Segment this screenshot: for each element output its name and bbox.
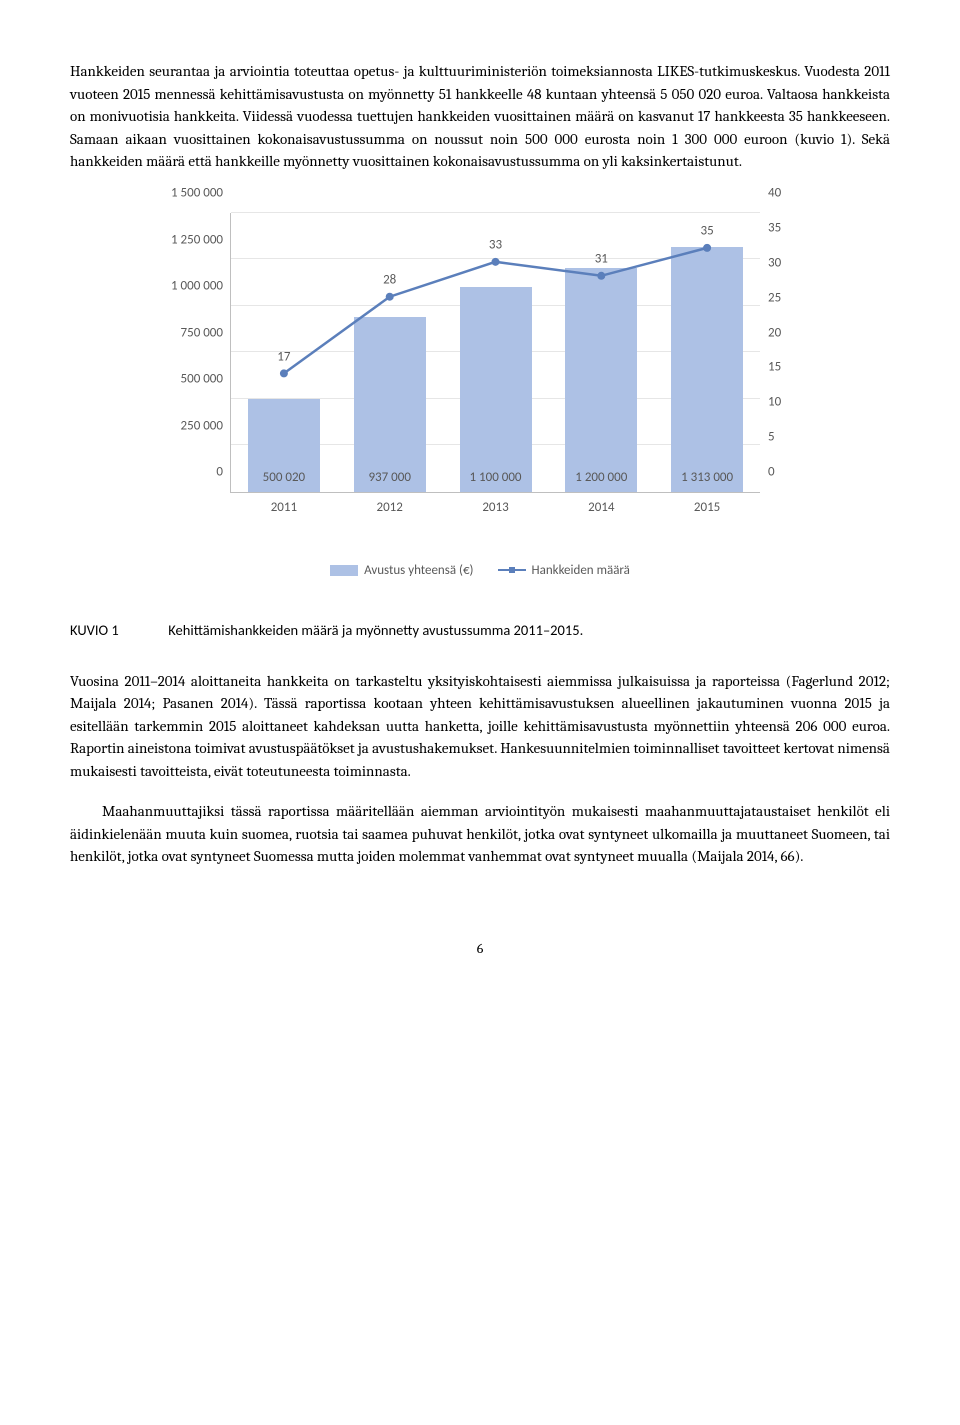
legend-bar-label: Avustus yhteensä (€): [364, 563, 473, 578]
legend-line-label: Hankkeiden määrä: [532, 563, 630, 578]
line-point-label: 31: [595, 250, 608, 270]
caption-text: Kehittämishankkeiden määrä ja myönnetty …: [168, 621, 583, 639]
body-paragraph-2: Vuosina 2011–2014 aloittaneita hankkeita…: [70, 670, 890, 783]
y1-tick-label: 1 250 000: [171, 230, 231, 250]
chart-container: 0 250 000 500 000 750 000 1 000 000 1 250 000…: [160, 203, 800, 581]
y2-tick-label: 25: [760, 288, 781, 308]
y1-tick-label: 1 500 000: [171, 183, 231, 203]
y1-tick-label: 0: [216, 462, 231, 482]
intro-paragraph: Hankkeiden seurantaa ja arviointia toteu…: [70, 60, 890, 173]
line-point-label: 33: [489, 236, 502, 256]
x-tick-label: 2014: [588, 492, 614, 518]
y2-tick-label: 30: [760, 253, 781, 273]
y2-tick-label: 5: [760, 427, 775, 447]
body-paragraph-3: Maahanmuuttajiksi tässä raportissa määri…: [70, 800, 890, 868]
legend-item-line: Hankkeiden määrä: [498, 561, 630, 581]
y2-tick-label: 15: [760, 358, 781, 378]
y2-tick-label: 20: [760, 323, 781, 343]
line-point-label: 35: [701, 222, 714, 242]
line-point-label: 28: [383, 271, 396, 291]
page-number: 6: [70, 938, 890, 959]
y1-tick-label: 750 000: [181, 323, 231, 343]
y2-tick-label: 10: [760, 393, 781, 413]
combo-chart: 0 250 000 500 000 750 000 1 000 000 1 250 000…: [160, 203, 800, 523]
x-tick-label: 2011: [271, 492, 297, 518]
y1-tick-label: 250 000: [181, 416, 231, 436]
y2-tick-label: 35: [760, 218, 781, 238]
y2-tick-label: 40: [760, 183, 781, 203]
line-point-label: 17: [277, 348, 290, 368]
y1-tick-label: 1 000 000: [171, 276, 231, 296]
bar-swatch: [330, 565, 358, 576]
x-tick-label: 2012: [377, 492, 403, 518]
plot-area: 0250 000500 000750 0001 000 0001 250 000…: [230, 213, 760, 493]
x-tick-label: 2013: [482, 492, 508, 518]
line-swatch: [498, 569, 526, 571]
caption-label: KUVIO 1: [70, 620, 165, 642]
y2-tick-label: 0: [760, 462, 775, 482]
legend-item-bar: Avustus yhteensä (€): [330, 561, 473, 581]
chart-legend: Avustus yhteensä (€) Hankkeiden määrä: [160, 561, 800, 581]
y1-tick-label: 500 000: [181, 369, 231, 389]
figure-caption: KUVIO 1 Kehittämishankkeiden määrä ja my…: [70, 620, 890, 642]
x-tick-label: 2015: [694, 492, 720, 518]
